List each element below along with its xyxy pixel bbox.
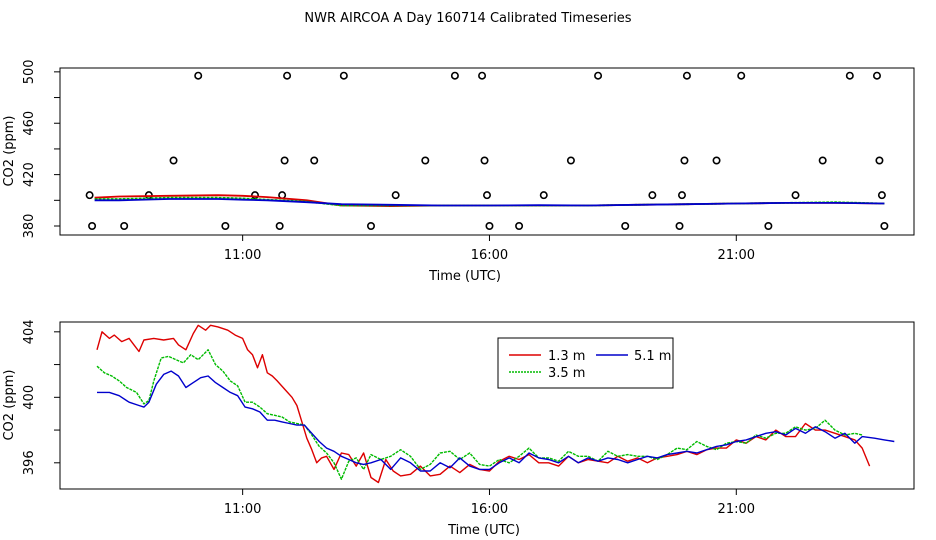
bottom-x-tick-label: 21:00 bbox=[718, 502, 755, 517]
calibration-point bbox=[480, 156, 489, 165]
top-x-tick-label: 21:00 bbox=[718, 248, 755, 263]
calibration-point bbox=[391, 191, 400, 200]
bottom-y-tick-label: 400 bbox=[22, 385, 37, 410]
bottom-y-label: CO2 (ppm) bbox=[2, 369, 17, 440]
top-x-tick-label: 16:00 bbox=[471, 248, 508, 263]
top-x-tick-label: 11:00 bbox=[224, 248, 261, 263]
top-x-label: Time (UTC) bbox=[428, 269, 501, 284]
bottom-y-tick-label: 404 bbox=[22, 319, 37, 344]
top-y-tick-label: 420 bbox=[22, 162, 37, 187]
calibration-point bbox=[366, 222, 375, 231]
calibration-point bbox=[764, 222, 773, 231]
bottom-series-lines bbox=[96, 324, 895, 484]
legend-label-3-5m: 3.5 m bbox=[548, 366, 585, 381]
bottom-x-axis: 11:00 16:00 21:00 bbox=[224, 489, 755, 517]
calibration-point bbox=[515, 222, 524, 231]
calibration-point bbox=[169, 156, 178, 165]
top-y-tick-label: 380 bbox=[22, 214, 37, 239]
calibration-point bbox=[880, 222, 889, 231]
calibration-point bbox=[594, 71, 603, 80]
bottom-series-line-13m bbox=[96, 324, 871, 484]
calibration-point bbox=[275, 222, 284, 231]
calibration-point bbox=[310, 156, 319, 165]
calibration-point bbox=[680, 156, 689, 165]
calibration-point bbox=[120, 222, 129, 231]
bottom-x-tick-label: 11:00 bbox=[224, 502, 261, 517]
bottom-y-axis: 396 400 404 bbox=[22, 319, 60, 475]
calibration-point bbox=[818, 156, 827, 165]
top-series-line-51m bbox=[94, 198, 885, 207]
calibration-point bbox=[194, 71, 203, 80]
calibration-point bbox=[791, 191, 800, 200]
calibration-point bbox=[845, 71, 854, 80]
top-plot-frame bbox=[59, 67, 915, 236]
calibration-point bbox=[872, 71, 881, 80]
top-calibration-points bbox=[85, 71, 889, 231]
calibration-point bbox=[712, 156, 721, 165]
bottom-panel: 396 400 404 11:00 16:00 21:00 Time (UTC) CO2… bbox=[2, 319, 915, 538]
bottom-plot-frame bbox=[59, 321, 915, 490]
calibration-point bbox=[221, 222, 230, 231]
calibration-point bbox=[675, 222, 684, 231]
calibration-point bbox=[421, 156, 430, 165]
calibration-point bbox=[485, 222, 494, 231]
calibration-point bbox=[877, 191, 886, 200]
legend: 1.3 m 5.1 m 3.5 m bbox=[497, 337, 674, 389]
calibration-point bbox=[482, 191, 491, 200]
calibration-point bbox=[339, 71, 348, 80]
calibration-point bbox=[875, 156, 884, 165]
calibration-point bbox=[280, 156, 289, 165]
bottom-y-tick-label: 396 bbox=[22, 450, 37, 475]
top-series-lines bbox=[94, 194, 885, 207]
calibration-point bbox=[737, 71, 746, 80]
bottom-series-line-35m bbox=[96, 349, 863, 480]
top-y-tick-label: 500 bbox=[22, 59, 37, 84]
bottom-series-line-51m bbox=[97, 370, 895, 472]
calibration-point bbox=[677, 191, 686, 200]
calibration-point bbox=[283, 71, 292, 80]
bottom-x-tick-label: 16:00 bbox=[471, 502, 508, 517]
calibration-point bbox=[450, 71, 459, 80]
calibration-point bbox=[478, 71, 487, 80]
calibration-point bbox=[682, 71, 691, 80]
top-y-label: CO2 (ppm) bbox=[2, 115, 17, 186]
top-y-axis: 380 420 460 500 bbox=[22, 59, 60, 238]
calibration-point bbox=[566, 156, 575, 165]
legend-box bbox=[497, 337, 674, 389]
legend-label-1-3m: 1.3 m bbox=[548, 349, 585, 364]
top-y-tick-label: 460 bbox=[22, 111, 37, 136]
calibration-point bbox=[648, 191, 657, 200]
legend-label-5-1m: 5.1 m bbox=[634, 349, 671, 364]
chart-title: NWR AIRCOA A Day 160714 Calibrated Times… bbox=[304, 11, 631, 26]
calibration-point bbox=[539, 191, 548, 200]
bottom-x-label: Time (UTC) bbox=[447, 523, 520, 538]
calibration-point bbox=[621, 222, 630, 231]
top-x-axis: 11:00 16:00 21:00 bbox=[224, 235, 755, 263]
calibration-point bbox=[88, 222, 97, 231]
calibration-point bbox=[85, 191, 94, 200]
